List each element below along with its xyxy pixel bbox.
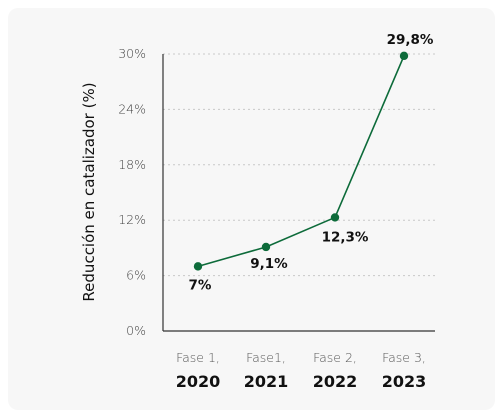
y-tick-label: 12% (118, 212, 146, 227)
x-tick-year: 2023 (382, 372, 427, 391)
y-axis-label: Reducción en catalizador (%) (80, 82, 98, 301)
data-label: 9,1% (250, 256, 288, 272)
data-label: 7% (189, 277, 212, 293)
data-point (261, 242, 271, 252)
data-label: 29,8% (387, 32, 434, 48)
y-tick-label: 30% (118, 46, 146, 61)
y-tick-label: 6% (126, 268, 146, 283)
y-tick-label: 24% (118, 101, 146, 116)
chart-card (8, 8, 495, 410)
y-tick-label: 18% (118, 157, 146, 172)
x-tick-year: 2020 (176, 372, 221, 391)
x-tick-label: Fase 2, (313, 350, 357, 365)
x-tick-label: Fase1, (246, 350, 286, 365)
series-line (197, 55, 405, 268)
x-tick-year: 2022 (313, 372, 358, 391)
data-point (399, 51, 409, 61)
x-tick-label: Fase 3, (382, 350, 426, 365)
data-label: 12,3% (322, 229, 369, 245)
data-point (330, 213, 340, 222)
y-tick-label: 0% (126, 323, 146, 338)
x-tick-year: 2021 (244, 372, 289, 391)
x-tick-label: Fase 1, (176, 350, 220, 365)
data-point (193, 262, 203, 271)
